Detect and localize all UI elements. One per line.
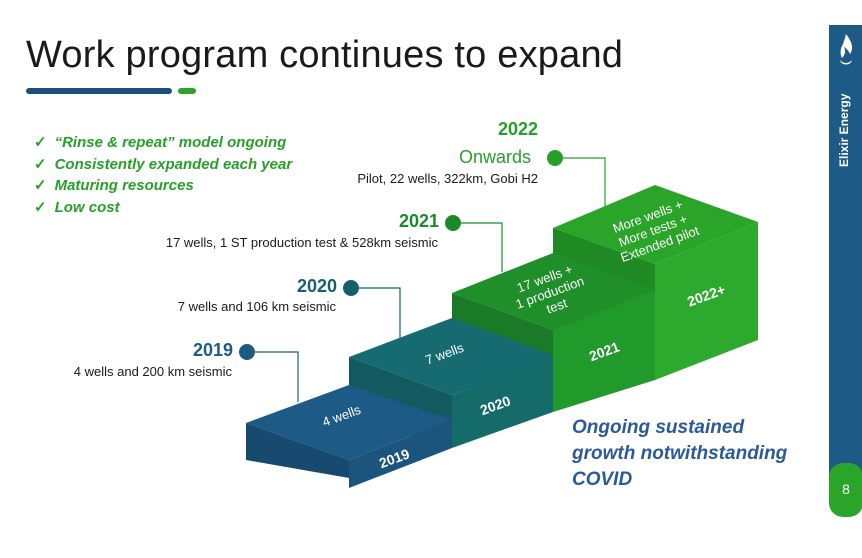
bullet-item: ✓ Maturing resources xyxy=(34,177,194,194)
check-icon: ✓ xyxy=(34,177,47,194)
step-label-2022: More wells + More tests + Extended pilot xyxy=(608,195,701,266)
brand-name: Elixir Energy xyxy=(837,93,851,167)
flame-logo-icon xyxy=(840,34,853,65)
milestone-year-2022: 2022 xyxy=(497,119,538,139)
connector-2022 xyxy=(560,157,606,207)
milestone-dot-2022 xyxy=(547,150,563,166)
connector-2019 xyxy=(252,351,299,402)
connector-2020 xyxy=(356,287,401,340)
brand-sidebar xyxy=(829,25,862,475)
milestone-dot-2020 xyxy=(343,280,359,296)
milestone-desc-2019: 4 wells and 200 km seismic xyxy=(73,364,232,379)
milestone-year-2019: 2019 xyxy=(192,340,233,360)
milestone-onwards: Onwards xyxy=(459,147,532,167)
milestone-desc-2021: 17 wells, 1 ST production test & 528km s… xyxy=(165,235,438,250)
milestone-year-2020: 2020 xyxy=(296,276,337,296)
connector-2021 xyxy=(458,222,503,272)
milestone-dot-2021 xyxy=(445,215,461,231)
title-underline-accent xyxy=(178,88,196,94)
title-underline xyxy=(26,88,172,94)
milestone-dot-2019 xyxy=(239,344,255,360)
bullet-list: ✓ “Rinse & repeat” model ongoing ✓ Consist… xyxy=(34,132,292,218)
step-2019 xyxy=(246,385,452,488)
check-icon: ✓ xyxy=(34,155,47,173)
bullet-item: ✓ Consistently expanded each year xyxy=(34,155,293,173)
milestone-desc-2020: 7 wells and 106 km seismic xyxy=(177,299,336,314)
milestone-desc-2022: Pilot, 22 wells, 322km, Gobi H2 xyxy=(357,171,538,186)
bullet-item: ✓ “Rinse & repeat” model ongoing xyxy=(34,134,287,151)
page-number: 8 xyxy=(842,481,850,497)
connector-lines xyxy=(252,157,606,402)
slide-title: Work program continues to expand xyxy=(26,34,624,76)
tagline: Ongoing sustained growth notwithstanding… xyxy=(572,417,788,490)
bullet-item: ✓ Low cost xyxy=(34,198,120,216)
page-number-badge xyxy=(829,463,862,517)
check-icon: ✓ xyxy=(34,134,47,151)
milestone-year-2021: 2021 xyxy=(398,211,439,231)
check-icon: ✓ xyxy=(34,198,47,216)
